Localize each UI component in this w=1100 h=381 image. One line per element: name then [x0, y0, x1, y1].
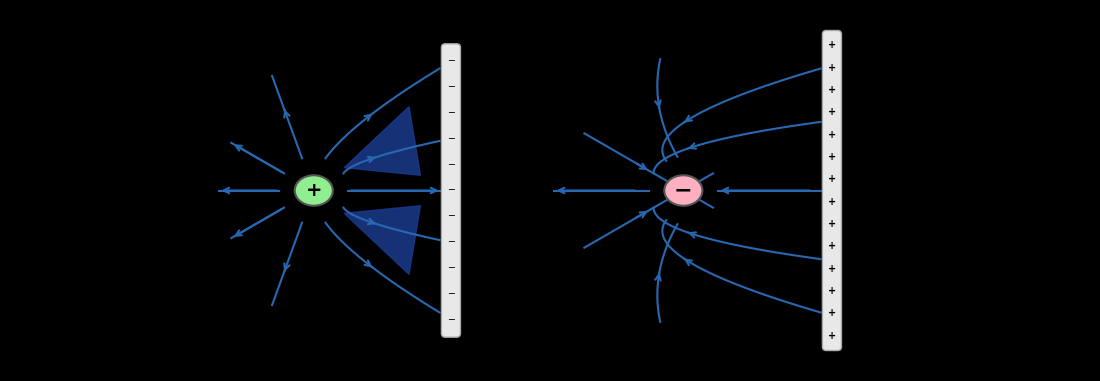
- Text: +: +: [828, 286, 836, 296]
- Polygon shape: [344, 107, 420, 175]
- Text: −: −: [674, 181, 693, 200]
- Text: +: +: [828, 85, 836, 95]
- Text: +: +: [828, 40, 836, 50]
- Text: ─: ─: [448, 82, 454, 91]
- Text: ─: ─: [448, 290, 454, 299]
- Text: ─: ─: [448, 263, 454, 274]
- Text: ─: ─: [448, 107, 454, 118]
- Text: ─: ─: [448, 186, 454, 195]
- Text: ─: ─: [448, 315, 454, 325]
- Text: +: +: [828, 130, 836, 140]
- Text: ─: ─: [448, 211, 454, 221]
- Text: +: +: [828, 241, 836, 251]
- Text: ─: ─: [448, 56, 454, 66]
- Text: +: +: [828, 174, 836, 184]
- Text: +: +: [828, 219, 836, 229]
- Text: +: +: [828, 331, 836, 341]
- Text: +: +: [306, 181, 322, 200]
- Text: +: +: [828, 197, 836, 207]
- FancyBboxPatch shape: [823, 30, 842, 351]
- Text: +: +: [828, 264, 836, 274]
- Text: ─: ─: [448, 237, 454, 247]
- Text: +: +: [828, 63, 836, 73]
- Text: +: +: [828, 152, 836, 162]
- Text: +: +: [828, 107, 836, 117]
- Polygon shape: [344, 206, 420, 274]
- Ellipse shape: [295, 175, 333, 206]
- Text: ─: ─: [448, 160, 454, 170]
- FancyBboxPatch shape: [441, 44, 461, 337]
- Ellipse shape: [664, 175, 703, 206]
- Text: +: +: [828, 308, 836, 318]
- Text: ─: ─: [448, 134, 454, 144]
